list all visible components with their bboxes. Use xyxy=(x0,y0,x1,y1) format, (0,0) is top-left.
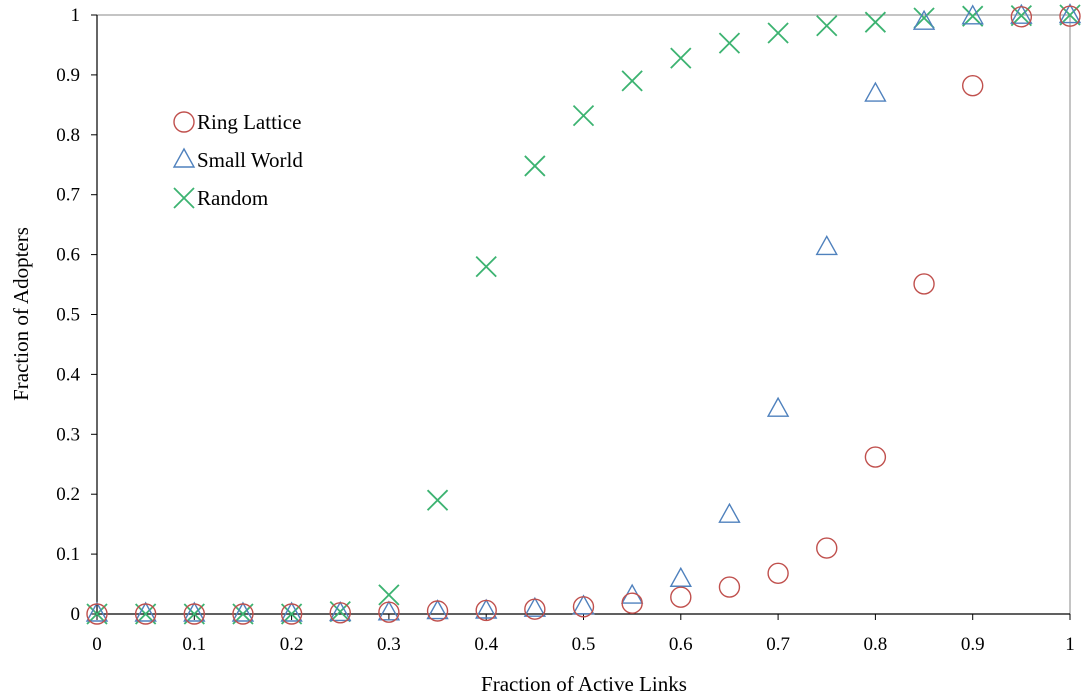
circle-point xyxy=(719,577,739,597)
x-tick-label: 0.6 xyxy=(669,634,693,655)
circle-point xyxy=(817,538,837,558)
triangle-point xyxy=(233,603,253,621)
triangle-point xyxy=(865,83,885,101)
y-tick-label: 0.6 xyxy=(56,245,80,266)
x-tick-label: 0.5 xyxy=(572,634,596,655)
x-point xyxy=(671,48,691,68)
x-axis: 0 0.1 0.2 0.3 0.4 0.5 0.6 0.7 0.8 0.9 1 xyxy=(92,614,1075,655)
legend-x-icon xyxy=(174,188,194,208)
x-point xyxy=(719,33,739,53)
triangle-point xyxy=(914,11,934,29)
triangle-point xyxy=(719,504,739,522)
triangle-point xyxy=(768,398,788,416)
x-tick-label: 0.9 xyxy=(961,634,985,655)
triangle-point xyxy=(671,568,691,586)
series-small-world xyxy=(87,5,1080,621)
x-tick-label: 0.8 xyxy=(864,634,888,655)
legend-triangle-icon xyxy=(174,149,194,167)
x-tick-label: 0.3 xyxy=(377,634,401,655)
x-point xyxy=(817,16,837,36)
triangle-point xyxy=(136,603,156,621)
x-tick-label: 0.7 xyxy=(766,634,790,655)
legend-label: Small World xyxy=(197,148,303,172)
x-tick-label: 1 xyxy=(1065,634,1075,655)
x-point xyxy=(476,257,496,277)
plot-border xyxy=(97,15,1070,614)
y-tick-label: 0.9 xyxy=(56,65,80,86)
triangle-point xyxy=(574,596,594,614)
x-tick-label: 0.2 xyxy=(280,634,304,655)
circle-point xyxy=(914,274,934,294)
x-point xyxy=(574,106,594,126)
y-tick-label: 1 xyxy=(71,5,81,26)
x-point xyxy=(525,156,545,176)
y-tick-label: 0 xyxy=(71,604,81,625)
circle-point xyxy=(768,563,788,583)
y-tick-label: 0.3 xyxy=(56,424,80,445)
series-random xyxy=(87,5,1080,624)
triangle-point xyxy=(817,236,837,254)
triangle-point xyxy=(622,585,642,603)
x-point xyxy=(330,602,350,622)
y-axis: 0 0.1 0.2 0.3 0.4 0.5 0.6 0.7 0.8 0.9 1 xyxy=(56,5,97,625)
legend-circle-icon xyxy=(174,112,194,132)
x-tick-label: 0.1 xyxy=(182,634,206,655)
y-tick-label: 0.8 xyxy=(56,125,80,146)
series-ring-lattice xyxy=(87,6,1080,624)
circle-point xyxy=(963,76,983,96)
circle-point xyxy=(865,447,885,467)
y-axis-title: Fraction of Adopters xyxy=(9,227,33,401)
y-tick-label: 0.1 xyxy=(56,544,80,565)
y-tick-label: 0.5 xyxy=(56,305,80,326)
x-point xyxy=(768,23,788,43)
legend: Ring Lattice Small World Random xyxy=(174,110,303,210)
plot-area xyxy=(97,15,1070,614)
y-tick-label: 0.4 xyxy=(56,364,80,385)
x-point xyxy=(428,490,448,510)
x-point xyxy=(622,71,642,91)
x-axis-title: Fraction of Active Links xyxy=(481,672,687,696)
legend-label: Random xyxy=(197,186,268,210)
x-tick-label: 0.4 xyxy=(474,634,498,655)
y-tick-label: 0.2 xyxy=(56,484,80,505)
legend-label: Ring Lattice xyxy=(197,110,301,134)
circle-point xyxy=(671,587,691,607)
data-points xyxy=(87,5,1080,624)
x-tick-label: 0 xyxy=(92,634,102,655)
y-tick-label: 0.7 xyxy=(56,185,80,206)
